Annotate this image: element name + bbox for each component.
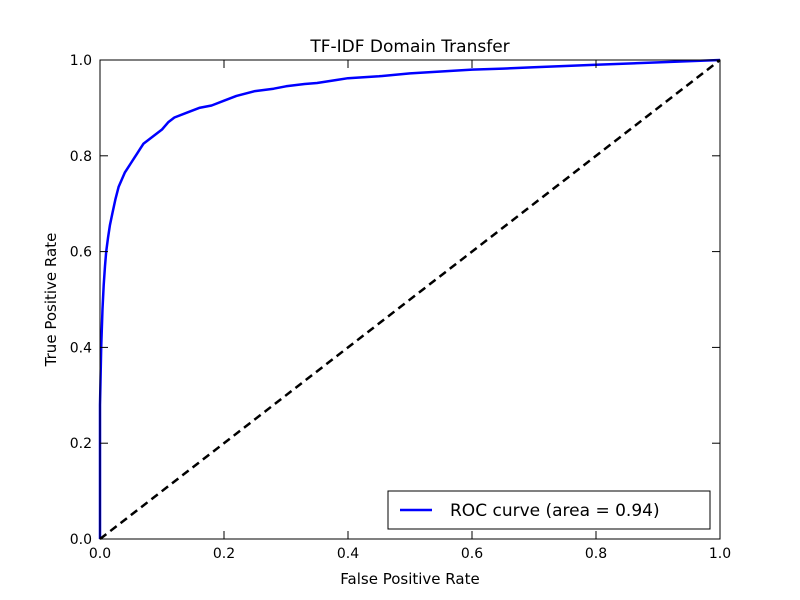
legend-entry-roc: ROC curve (area = 0.94)	[450, 501, 660, 521]
y-axis-label: True Positive Rate	[42, 233, 60, 368]
legend: ROC curve (area = 0.94)	[387, 490, 711, 530]
y-tick-label: 0.2	[70, 436, 92, 452]
y-tick-label: 0.0	[70, 532, 92, 548]
x-tick-label: 0.2	[213, 546, 235, 562]
y-tick-label: 0.6	[70, 245, 92, 261]
x-tick-label: 0.0	[89, 546, 111, 562]
chance-diagonal-line	[99, 59, 721, 540]
y-tick-label: 1.0	[70, 53, 92, 69]
legend-box	[387, 490, 711, 530]
y-tick-label: 0.4	[70, 340, 92, 356]
x-tick-label: 0.8	[585, 546, 607, 562]
y-tick-label: 0.8	[70, 149, 92, 165]
plot-area	[98, 58, 721, 540]
axis-ticks: 0.0 0.2 0.4 0.6 0.8 1.0 0.0 0.2 0.4 0.6 0.8 1.0	[70, 53, 731, 562]
x-axis-label: False Positive Rate	[340, 570, 479, 588]
roc-curve-line	[98, 58, 721, 539]
chart-title: TF-IDF Domain Transfer	[309, 37, 509, 57]
x-tick-label: 0.6	[461, 546, 483, 562]
plot-frame	[99, 59, 721, 540]
x-tick-label: 1.0	[709, 546, 731, 562]
x-tick-label: 0.4	[337, 546, 359, 562]
